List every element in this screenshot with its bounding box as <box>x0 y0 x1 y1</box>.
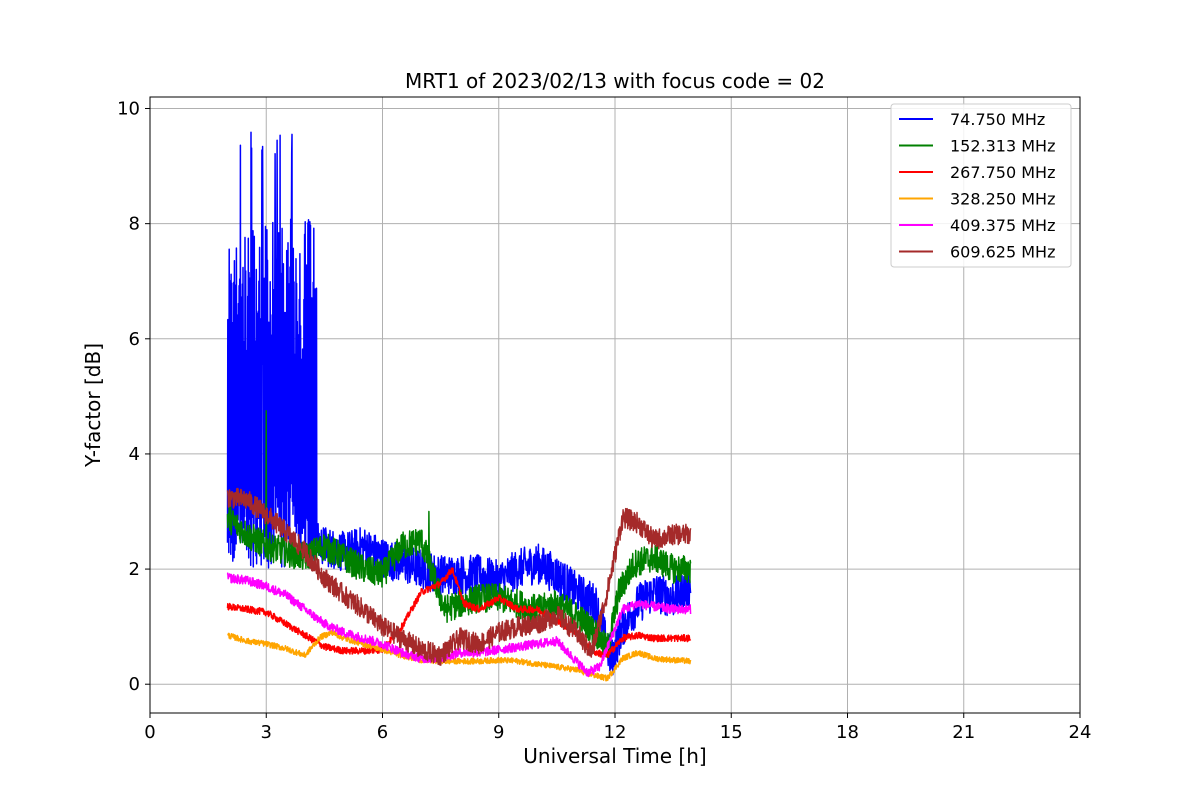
legend-label: 152.313 MHz <box>950 137 1055 156</box>
legend-box <box>890 103 1072 268</box>
x-tick-label: 9 <box>493 722 504 743</box>
y-tick-label: 8 <box>129 214 140 235</box>
y-tick-label: 6 <box>129 329 140 350</box>
legend-label: 74.750 MHz <box>950 110 1045 129</box>
series-line-3 <box>227 629 692 682</box>
x-tick-label: 24 <box>1069 722 1092 743</box>
series-line-5 <box>226 487 692 666</box>
legend: 74.750 MHz 152.313 MHz 267.750 MHz 328.250 … <box>890 103 1072 268</box>
x-tick-label: 12 <box>604 722 627 743</box>
series-line-4 <box>226 572 692 678</box>
legend-label: 409.375 MHz <box>950 216 1055 235</box>
x-tick-label: 3 <box>261 722 272 743</box>
x-tick-label: 21 <box>952 722 975 743</box>
series-line-1 <box>226 410 692 659</box>
series-layer <box>226 131 692 682</box>
y-tick-label: 10 <box>117 99 140 120</box>
legend-label: 328.250 MHz <box>950 190 1055 209</box>
y-tick-label: 0 <box>129 674 140 695</box>
series-line-2 <box>226 567 692 658</box>
x-axis-label: Universal Time [h] <box>523 744 706 768</box>
x-tick-label: 18 <box>836 722 859 743</box>
legend-label: 609.625 MHz <box>950 243 1055 262</box>
x-tick-label: 0 <box>144 722 155 743</box>
y-tick-label: 4 <box>129 444 140 465</box>
x-tick-label: 15 <box>720 722 743 743</box>
x-tick-label: 6 <box>377 722 388 743</box>
legend-label: 267.750 MHz <box>950 163 1055 182</box>
chart-title: MRT1 of 2023/02/13 with focus code = 02 <box>405 69 825 93</box>
y-tick-label: 2 <box>129 559 140 580</box>
y-axis-label: Y-factor [dB] <box>81 343 105 468</box>
